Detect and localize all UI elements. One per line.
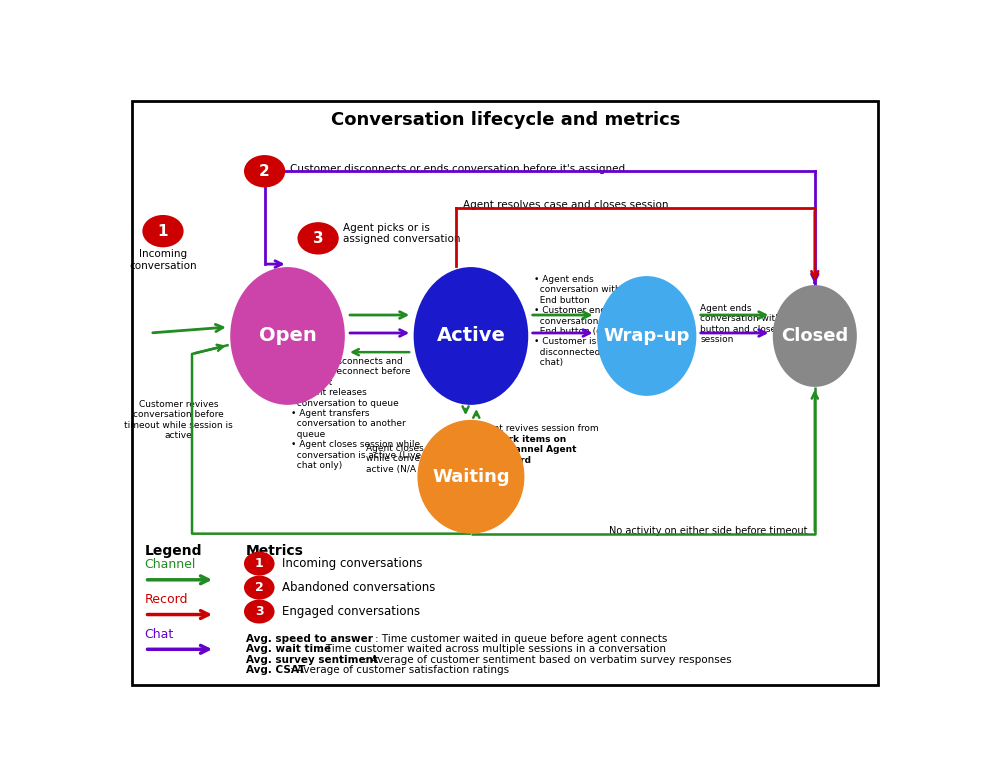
Text: • Agent ends
  conversation with
  End button
• Customer ends
  conversation wit: • Agent ends conversation with End butto… [534, 275, 626, 367]
FancyArrowPatch shape [473, 412, 479, 418]
Text: Agent ends
conversation with End
button and closes
session: Agent ends conversation with End button … [700, 304, 801, 344]
Text: : Average of customer satisfaction ratings: : Average of customer satisfaction ratin… [290, 665, 509, 675]
FancyArrowPatch shape [353, 349, 409, 356]
Text: Avg. CSAT: Avg. CSAT [246, 665, 305, 675]
FancyArrowPatch shape [148, 646, 208, 654]
Text: Waiting: Waiting [432, 468, 510, 485]
Circle shape [244, 155, 285, 187]
Text: Agent revives session from: Agent revives session from [476, 424, 599, 443]
Circle shape [298, 223, 339, 254]
Text: : Time customer waited across multiple sessions in a conversation: : Time customer waited across multiple s… [318, 644, 666, 654]
Text: : Average of customer sentiment based on verbatim survey responses: : Average of customer sentiment based on… [364, 654, 732, 664]
Text: Agent closes session
while conversation is
active (N/A to Live chat): Agent closes session while conversation … [366, 443, 476, 474]
Text: Avg. speed to answer: Avg. speed to answer [246, 634, 373, 644]
Text: 2: 2 [255, 581, 263, 594]
Text: Chat: Chat [145, 629, 174, 641]
Text: My work items on
Omnichannel Agent
Dashboard: My work items on Omnichannel Agent Dashb… [476, 435, 577, 464]
FancyArrowPatch shape [267, 261, 282, 268]
Text: No activity on either side before timeout: No activity on either side before timeou… [608, 526, 808, 536]
Text: Avg. wait time: Avg. wait time [246, 644, 330, 654]
Ellipse shape [773, 285, 857, 387]
Text: Agent resolves case and closes session: Agent resolves case and closes session [463, 201, 669, 210]
FancyArrowPatch shape [148, 576, 208, 584]
Text: 1: 1 [158, 223, 169, 239]
Text: 2: 2 [259, 163, 270, 179]
Text: Agent picks or is
assigned conversation: Agent picks or is assigned conversation [343, 223, 460, 244]
FancyArrowPatch shape [532, 312, 590, 318]
Text: • Agent disconnects and
  doesn't reconnect before
  timeout
• Agent releases
  : • Agent disconnects and doesn't reconnec… [292, 357, 421, 470]
Text: Avg. survey sentiment: Avg. survey sentiment [246, 654, 378, 664]
Text: Channel: Channel [145, 558, 196, 571]
Text: : Time customer waited in queue before agent connects: : Time customer waited in queue before a… [376, 634, 668, 644]
Text: 1: 1 [255, 557, 263, 570]
FancyArrowPatch shape [701, 330, 765, 336]
Text: Legend: Legend [145, 544, 202, 558]
Text: Incoming conversations: Incoming conversations [282, 557, 423, 570]
FancyArrowPatch shape [532, 330, 590, 336]
FancyArrowPatch shape [350, 312, 406, 318]
Text: Wrap-up: Wrap-up [603, 327, 690, 345]
FancyArrowPatch shape [811, 274, 818, 282]
FancyArrowPatch shape [153, 324, 223, 333]
Ellipse shape [417, 420, 525, 534]
Text: Customer disconnects or ends conversation before it's assigned: Customer disconnects or ends conversatio… [290, 164, 625, 173]
FancyArrowPatch shape [811, 211, 818, 278]
Ellipse shape [230, 267, 345, 405]
Text: Active: Active [437, 327, 506, 345]
Circle shape [244, 600, 274, 623]
Circle shape [244, 552, 274, 576]
Text: Closed: Closed [781, 327, 848, 345]
Circle shape [142, 215, 183, 247]
Text: Customer revives
conversation before
timeout while session is
active: Customer revives conversation before tim… [124, 400, 233, 440]
Text: Incoming
conversation: Incoming conversation [129, 249, 197, 271]
Text: Abandoned conversations: Abandoned conversations [282, 581, 436, 594]
Circle shape [244, 576, 274, 600]
FancyArrowPatch shape [462, 406, 468, 412]
FancyArrowPatch shape [701, 312, 765, 318]
Ellipse shape [598, 276, 696, 396]
Text: 3: 3 [255, 605, 263, 618]
Text: Engaged conversations: Engaged conversations [282, 605, 420, 618]
FancyArrowPatch shape [350, 330, 406, 336]
Text: Open: Open [258, 327, 317, 345]
Ellipse shape [414, 267, 528, 405]
FancyArrowPatch shape [148, 611, 208, 619]
Text: 3: 3 [313, 231, 323, 246]
Text: Record: Record [145, 593, 188, 606]
Text: Metrics: Metrics [246, 544, 304, 558]
Text: Conversation lifecycle and metrics: Conversation lifecycle and metrics [330, 111, 680, 129]
